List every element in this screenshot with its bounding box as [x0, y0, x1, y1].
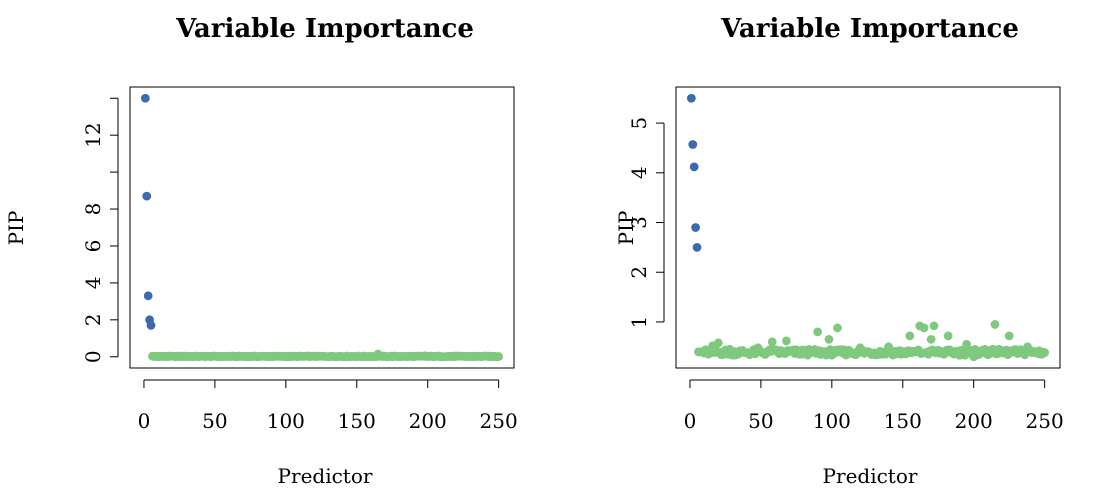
x-axis: 0 50 100 150 200 250	[684, 379, 1064, 433]
predictor-point	[919, 323, 929, 333]
chart-panel-right: Variable Importance 0 50 100 150 200 250 1 2 3 4…	[614, 14, 1064, 488]
y-tick-label: 5	[627, 117, 651, 130]
x-axis-label: Predictor	[823, 464, 918, 488]
predictor-point	[990, 320, 1000, 329]
x-tick-label: 50	[748, 409, 773, 433]
y-tick-label: 2	[627, 266, 651, 279]
predictor-point	[926, 334, 936, 344]
x-tick-label: 250	[1026, 409, 1064, 433]
predictor-point	[905, 331, 915, 341]
y-tick-label: 4	[627, 166, 651, 179]
x-tick-label: 200	[409, 409, 447, 433]
predictor-point	[813, 327, 823, 337]
predictor-point	[1004, 331, 1014, 341]
y-tick-label: 8	[81, 203, 105, 216]
x-tick-label: 100	[267, 409, 305, 433]
y-axis-label: PIP	[4, 211, 28, 246]
x-tick-label: 0	[684, 409, 697, 433]
top-predictor-point	[692, 242, 702, 252]
predictor-point	[494, 352, 504, 361]
y-tick-label: 4	[81, 277, 105, 290]
y-tick-label: 3	[627, 216, 651, 229]
x-tick-label: 0	[138, 409, 151, 433]
predictor-point	[824, 334, 834, 344]
y-axis: 0 2 4 6 8 12	[81, 97, 119, 363]
y-tick-label: 12	[81, 122, 105, 147]
predictor-point	[713, 338, 723, 348]
top-predictor-point	[686, 93, 696, 103]
y-tick-label: 2	[81, 313, 105, 326]
x-tick-label: 250	[480, 409, 518, 433]
plot-area-frame	[675, 86, 1061, 369]
y-axis: 1 2 3 4 5	[627, 117, 665, 329]
y-tick-label: 0	[81, 350, 105, 363]
chart-panel-left: Variable Importance 0 50 100 150 200 250 0 2 4 6…	[4, 14, 518, 488]
top-predictor-point	[689, 162, 699, 172]
x-tick-label: 150	[338, 409, 376, 433]
x-tick-label: 100	[813, 409, 851, 433]
predictor-point	[782, 336, 791, 346]
x-axis-label: Predictor	[278, 464, 373, 488]
data-points	[140, 93, 504, 362]
chart-title: Variable Importance	[720, 14, 1019, 44]
predictor-point	[929, 321, 939, 331]
x-tick-label: 200	[955, 409, 993, 433]
top-predictor-point	[691, 223, 701, 232]
y-tick-label: 1	[627, 316, 651, 329]
x-tick-label: 150	[884, 409, 922, 433]
top-predictor-point	[688, 140, 698, 149]
x-tick-label: 50	[202, 409, 227, 433]
x-axis: 0 50 100 150 200 250	[138, 379, 518, 433]
predictor-point	[943, 331, 953, 341]
y-tick-label: 6	[81, 240, 105, 253]
predictor-point	[833, 323, 842, 333]
predictor-point	[962, 339, 972, 349]
y-axis-label: PIP	[614, 211, 638, 246]
predictor-point	[1040, 348, 1050, 357]
data-points	[686, 93, 1050, 362]
top-predictor-point	[142, 191, 152, 201]
chart-title: Variable Importance	[175, 14, 474, 44]
plot-area-frame	[129, 86, 515, 369]
predictor-point	[767, 337, 777, 347]
top-predictor-point	[146, 320, 156, 330]
top-predictor-point	[143, 291, 153, 301]
top-predictor-point	[140, 93, 150, 103]
